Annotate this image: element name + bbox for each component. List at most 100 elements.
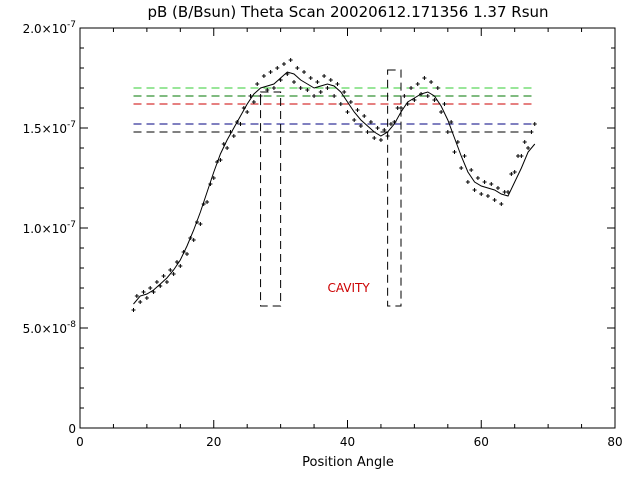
data-point xyxy=(372,136,377,140)
data-point xyxy=(358,124,363,128)
data-point xyxy=(432,98,437,102)
data-point xyxy=(164,280,169,284)
x-axis-ticks: 0 20 40 60 80 xyxy=(76,28,623,449)
data-point xyxy=(516,154,521,158)
data-point xyxy=(288,58,293,62)
data-point xyxy=(151,290,156,294)
data-points-layer xyxy=(131,58,537,312)
data-point xyxy=(241,106,246,110)
data-point xyxy=(375,126,380,130)
data-point xyxy=(342,90,347,94)
data-point xyxy=(395,106,400,110)
data-point xyxy=(191,238,196,242)
data-point xyxy=(512,170,517,174)
data-point xyxy=(429,80,434,84)
data-point xyxy=(485,194,490,198)
data-point xyxy=(238,122,243,126)
data-point xyxy=(188,236,193,240)
data-point xyxy=(352,118,357,122)
smoothed-line xyxy=(133,71,536,305)
data-point xyxy=(526,146,531,150)
data-point xyxy=(502,190,507,194)
data-point xyxy=(141,290,146,294)
data-point xyxy=(479,192,484,196)
data-point xyxy=(305,88,310,92)
y-tick-label: 2.0×10-7 xyxy=(23,20,76,36)
data-point xyxy=(325,86,330,90)
data-point xyxy=(278,78,283,82)
data-point xyxy=(161,274,166,278)
data-point xyxy=(181,250,186,254)
data-point xyxy=(459,166,464,170)
data-point xyxy=(235,120,240,124)
x-tick-label: 60 xyxy=(474,435,489,449)
data-point xyxy=(255,82,260,86)
y-axis-ticks: 0 5.0×10-8 1.0×10-7 1.5×10-7 2.0×10-7 xyxy=(23,20,615,436)
x-tick-label: 20 xyxy=(206,435,221,449)
data-point xyxy=(522,140,527,144)
data-point xyxy=(472,188,477,192)
data-point xyxy=(144,296,149,300)
data-point xyxy=(221,142,226,146)
data-point xyxy=(302,70,307,74)
data-point xyxy=(385,134,390,138)
data-point xyxy=(258,94,263,98)
data-point xyxy=(435,86,440,90)
data-point xyxy=(355,108,360,112)
data-point xyxy=(275,66,280,70)
data-point xyxy=(368,120,373,124)
data-point xyxy=(529,130,534,134)
data-point xyxy=(228,130,233,134)
data-point xyxy=(158,284,163,288)
data-point xyxy=(332,94,337,98)
data-point xyxy=(445,130,450,134)
cavity-boxes xyxy=(260,69,402,307)
data-point xyxy=(495,186,500,190)
data-point xyxy=(261,74,266,78)
data-point xyxy=(455,140,460,144)
data-point xyxy=(268,70,273,74)
data-point xyxy=(532,122,537,126)
data-point xyxy=(506,190,510,194)
data-point xyxy=(148,286,153,290)
data-point xyxy=(442,102,447,106)
data-point xyxy=(312,94,317,98)
data-point xyxy=(415,82,420,86)
data-point xyxy=(465,180,470,184)
data-point xyxy=(134,294,139,298)
x-tick-label: 0 xyxy=(76,435,84,449)
data-point xyxy=(382,128,387,132)
data-point xyxy=(345,110,350,114)
data-point xyxy=(315,80,320,84)
x-tick-label: 80 xyxy=(607,435,622,449)
data-point xyxy=(308,76,313,80)
data-point xyxy=(225,146,230,150)
cavity-box-1 xyxy=(387,69,402,307)
data-point xyxy=(171,272,176,276)
data-point xyxy=(365,130,370,134)
data-point xyxy=(499,202,504,206)
data-point xyxy=(205,200,210,204)
data-point xyxy=(492,198,497,202)
data-point xyxy=(138,300,143,304)
data-point xyxy=(388,122,393,126)
data-point xyxy=(392,120,397,124)
y-tick-label: 5.0×10-8 xyxy=(23,320,77,336)
chart-title: pB (B/Bsun) Theta Scan 20020612.171356 1… xyxy=(147,3,548,21)
data-point xyxy=(462,154,467,158)
data-point xyxy=(174,260,179,264)
x-axis-label: Position Angle xyxy=(302,455,394,470)
data-point xyxy=(402,94,407,98)
data-point xyxy=(328,78,333,82)
data-point xyxy=(265,88,270,92)
y-tick-label: 0 xyxy=(68,422,76,436)
data-point xyxy=(469,168,474,172)
data-point xyxy=(285,72,290,76)
y-tick-label: 1.5×10-7 xyxy=(23,120,76,136)
cavity-annotation: CAVITY xyxy=(327,281,370,295)
data-point xyxy=(405,102,410,106)
data-point xyxy=(251,100,256,104)
data-point xyxy=(154,280,159,284)
data-point xyxy=(475,176,480,180)
